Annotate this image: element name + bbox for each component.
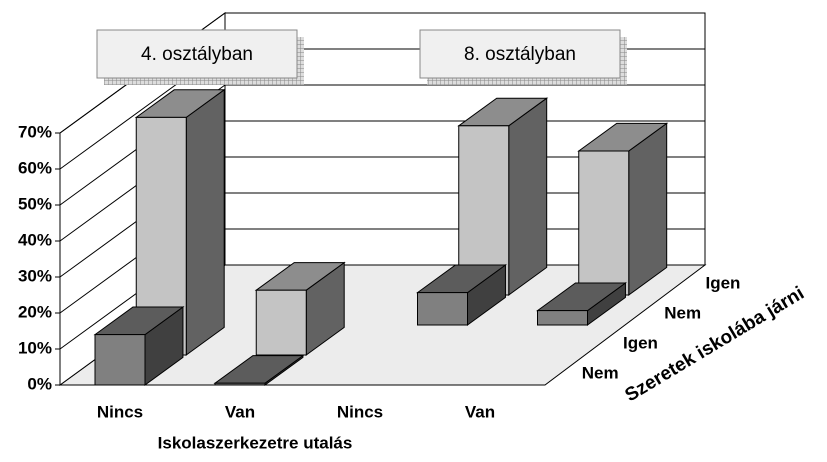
bar bbox=[577, 122, 669, 296]
bar-side bbox=[508, 97, 548, 296]
bar bbox=[93, 306, 185, 386]
bar-front bbox=[578, 150, 630, 296]
y-tick-label: 70% bbox=[18, 122, 52, 141]
y-tick-label: 20% bbox=[18, 302, 52, 321]
bar bbox=[254, 261, 346, 356]
x-tick-label: Nincs bbox=[337, 402, 383, 421]
annotation: 4. osztályban bbox=[141, 44, 253, 65]
bar-front bbox=[214, 382, 266, 386]
z-tick-label: Nem bbox=[664, 303, 701, 322]
y-tick-label: 10% bbox=[18, 338, 52, 357]
x-tick-label: Nincs bbox=[97, 402, 143, 421]
bar-front bbox=[255, 289, 307, 356]
bar-front bbox=[417, 292, 468, 326]
bar-side bbox=[628, 122, 668, 296]
bar-side bbox=[185, 88, 225, 356]
y-tick-label: 30% bbox=[18, 266, 52, 285]
bar bbox=[213, 354, 305, 386]
y-tick-label: 40% bbox=[18, 230, 52, 249]
annotations: 4. osztályban 8. osztályban bbox=[96, 29, 627, 85]
y-tick-label: 60% bbox=[18, 158, 52, 177]
grid-line bbox=[59, 12, 705, 134]
bar bbox=[535, 282, 627, 326]
bar-front bbox=[537, 310, 588, 326]
z-tick-label: Nem bbox=[582, 363, 619, 382]
annotation: 8. osztályban bbox=[464, 44, 576, 65]
z-tick-label: Igen bbox=[706, 273, 741, 292]
x-tick-label: Van bbox=[225, 402, 255, 421]
bar bbox=[415, 264, 507, 326]
z-tick-label: Igen bbox=[623, 333, 658, 352]
bar-front bbox=[94, 334, 146, 386]
x-tick-label: Van bbox=[465, 402, 495, 421]
y-tick-label: 50% bbox=[18, 194, 52, 213]
y-tick-label: 0% bbox=[27, 374, 52, 393]
x-axis-title: Iskolaszerkezetre utalás bbox=[158, 433, 353, 452]
bars bbox=[93, 88, 669, 386]
